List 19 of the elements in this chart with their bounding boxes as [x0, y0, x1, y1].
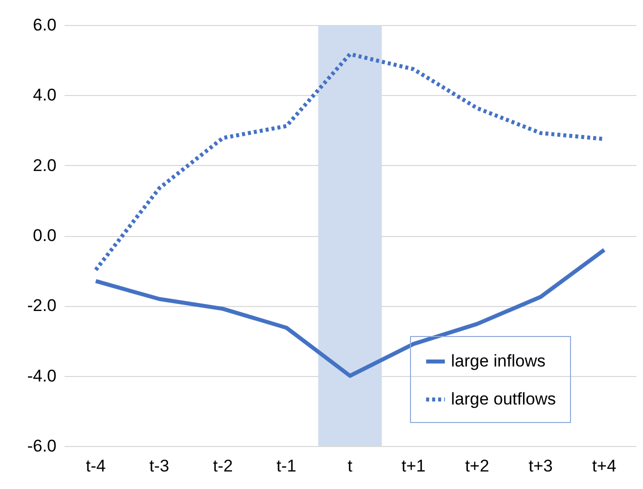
y-tick-label: 6.0 — [32, 16, 56, 34]
y-tick-label: 2.0 — [32, 156, 56, 175]
x-tick-label: t-1 — [276, 456, 296, 476]
y-tick-label: -6.0 — [27, 436, 56, 456]
legend-label: large outflows — [451, 390, 556, 408]
legend-label: large inflows — [451, 352, 546, 370]
y-tick-label: 4.0 — [32, 86, 56, 105]
x-tick-label: t+2 — [465, 456, 490, 476]
x-tick-label: t+4 — [592, 456, 616, 476]
y-tick-label: -4.0 — [27, 366, 56, 386]
x-tick-label: t-3 — [149, 456, 170, 476]
x-tick-label: t+3 — [528, 456, 553, 476]
y-tick-label: -2.0 — [27, 296, 56, 316]
line-series — [94, 248, 606, 378]
x-tick-label: t-2 — [212, 456, 233, 476]
x-tick-label: t+1 — [402, 456, 426, 476]
x-tick-label: t-4 — [86, 456, 106, 476]
x-tick-label: t — [348, 456, 353, 476]
y-tick-label: 0.0 — [32, 226, 56, 245]
